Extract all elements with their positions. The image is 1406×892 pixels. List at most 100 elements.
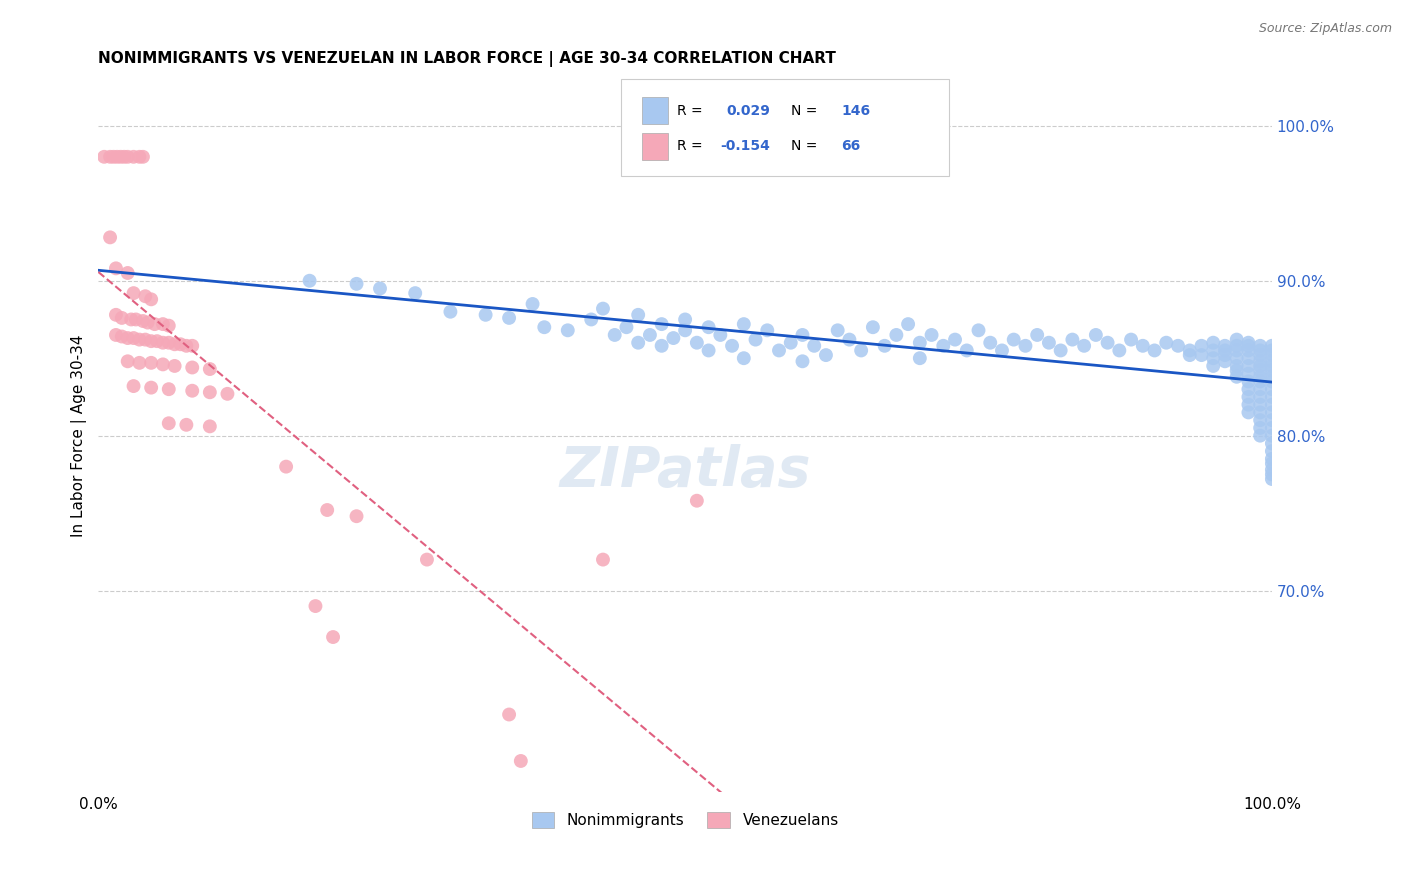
Text: -0.154: -0.154 (720, 139, 770, 153)
Point (132, 314, 155, 328)
Point (1249, 375, 1271, 389)
Point (141, 334, 163, 348)
Point (1249, 348, 1271, 362)
Point (686, 335, 709, 350)
Point (908, 351, 931, 366)
Point (122, 331, 145, 345)
Point (967, 323, 990, 337)
Point (120, 312, 142, 326)
Point (152, 335, 174, 350)
Point (1261, 369, 1284, 384)
Point (792, 354, 814, 368)
Point (581, 312, 603, 326)
Point (103, 150, 125, 164)
Point (157, 335, 180, 350)
Point (152, 317, 174, 331)
Text: R =: R = (676, 103, 707, 118)
Point (1084, 328, 1107, 343)
Point (1226, 351, 1249, 366)
Point (163, 337, 186, 351)
Point (143, 317, 166, 331)
Point (627, 335, 650, 350)
Point (1178, 343, 1201, 358)
Point (416, 552, 439, 566)
Point (1249, 343, 1271, 358)
Point (104, 261, 127, 276)
Point (1237, 390, 1260, 404)
Point (814, 348, 837, 362)
Point (849, 343, 872, 358)
Point (1249, 339, 1271, 353)
Point (603, 328, 626, 343)
Point (122, 150, 145, 164)
Point (533, 320, 555, 334)
Point (1261, 398, 1284, 412)
Point (98, 150, 121, 164)
Point (1108, 343, 1130, 358)
Point (141, 293, 163, 307)
Point (93, 150, 115, 164)
Point (1249, 369, 1271, 384)
Point (744, 333, 766, 347)
Point (1014, 339, 1036, 353)
Point (733, 351, 755, 366)
Point (181, 360, 204, 375)
Text: 66: 66 (841, 139, 860, 153)
Point (838, 333, 860, 347)
Point (651, 339, 673, 353)
Point (1226, 343, 1249, 358)
Point (1237, 375, 1260, 389)
Point (316, 503, 339, 517)
Point (134, 289, 156, 303)
Point (157, 417, 180, 431)
Point (522, 297, 544, 311)
Point (673, 312, 696, 326)
Text: ZIPatlas: ZIPatlas (560, 444, 811, 499)
Point (1261, 428, 1284, 442)
Point (1156, 335, 1178, 350)
Point (111, 329, 134, 343)
Point (404, 286, 426, 301)
Point (686, 493, 709, 508)
Point (792, 328, 814, 343)
Point (117, 354, 139, 368)
Point (1249, 382, 1271, 396)
Point (304, 599, 326, 613)
Point (1049, 343, 1071, 358)
Point (557, 323, 579, 337)
Point (1213, 348, 1236, 362)
Point (1261, 375, 1284, 389)
Point (104, 308, 127, 322)
FancyBboxPatch shape (641, 97, 668, 124)
Point (509, 754, 531, 768)
Text: Source: ZipAtlas.com: Source: ZipAtlas.com (1258, 22, 1392, 36)
Point (1073, 339, 1095, 353)
Point (141, 381, 163, 395)
Point (1261, 343, 1284, 358)
Point (1226, 363, 1249, 377)
Point (673, 323, 696, 337)
Point (117, 331, 139, 345)
Point (1178, 348, 1201, 362)
Point (1237, 339, 1260, 353)
Point (1261, 339, 1284, 353)
Point (122, 379, 145, 393)
Point (274, 459, 297, 474)
Point (1226, 339, 1249, 353)
Point (979, 335, 1001, 350)
Text: NONIMMIGRANTS VS VENEZUELAN IN LABOR FORCE | AGE 30-34 CORRELATION CHART: NONIMMIGRANTS VS VENEZUELAN IN LABOR FOR… (98, 51, 837, 67)
Point (1202, 343, 1225, 358)
Point (157, 382, 180, 396)
Point (1249, 398, 1271, 412)
Point (1191, 348, 1213, 362)
Point (125, 312, 148, 326)
Point (1261, 363, 1284, 377)
Point (756, 323, 779, 337)
Point (1249, 363, 1271, 377)
Point (662, 331, 685, 345)
Point (134, 333, 156, 347)
Point (346, 509, 368, 524)
Point (1237, 398, 1260, 412)
Text: R =: R = (676, 139, 707, 153)
Point (1237, 351, 1260, 366)
